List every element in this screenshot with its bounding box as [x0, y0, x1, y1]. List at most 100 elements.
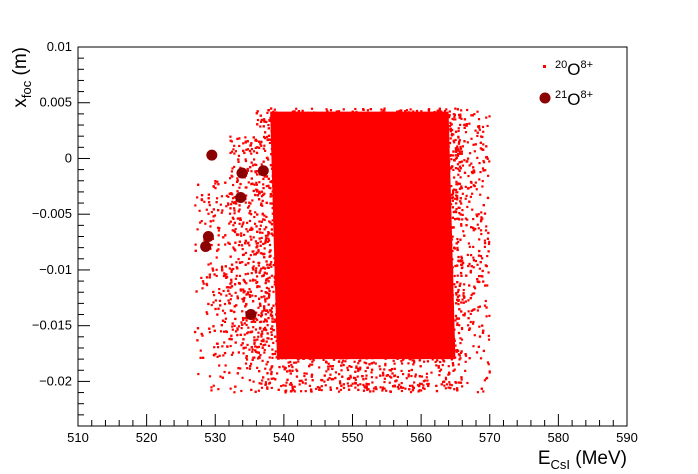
series-20O-point	[485, 116, 488, 119]
series-20O-point	[381, 190, 384, 193]
series-20O-point	[277, 114, 280, 117]
series-20O-point	[273, 114, 276, 117]
series-20O-point	[426, 292, 429, 295]
series-20O-point	[351, 158, 355, 161]
series-20O-point	[364, 310, 368, 313]
series-20O-point	[297, 122, 300, 125]
series-20O-point	[388, 345, 391, 348]
series-20O-point	[407, 151, 410, 154]
series-20O-point	[486, 124, 489, 128]
series-20O-point	[233, 144, 236, 147]
series-20O-point	[441, 363, 444, 367]
series-20O-point	[263, 192, 266, 195]
series-20O-point	[404, 187, 407, 190]
series-20O-point	[434, 286, 437, 289]
series-20O-point	[416, 266, 419, 269]
series-20O-point	[347, 253, 350, 256]
series-20O-point	[217, 243, 220, 246]
series-20O-point	[361, 356, 364, 360]
series-20O-point	[393, 226, 397, 230]
series-20O-point	[368, 191, 371, 194]
series-20O-point	[297, 217, 301, 220]
series-20O-point	[429, 195, 432, 198]
series-20O-point	[227, 203, 230, 206]
series-20O-point	[428, 268, 432, 271]
series-20O-point	[273, 205, 276, 208]
series-20O-point	[259, 342, 262, 346]
series-20O-point	[318, 298, 321, 301]
series-20O-point	[314, 184, 318, 187]
series-20O-point	[354, 232, 357, 236]
series-20O-point	[320, 315, 324, 319]
series-20O-point	[433, 309, 436, 312]
series-20O-point	[346, 323, 350, 326]
series-20O-point	[408, 142, 411, 145]
series-20O-point	[351, 297, 354, 301]
series-20O-point	[256, 242, 260, 245]
series-20O-point	[216, 342, 219, 345]
series-20O-point	[367, 388, 370, 391]
series-20O-point	[229, 344, 232, 348]
series-20O-point	[466, 141, 469, 144]
series-20O-point	[348, 265, 351, 268]
series-20O-point	[466, 381, 469, 385]
series-20O-point	[332, 233, 336, 236]
series-20O-point	[476, 223, 479, 226]
series-20O-point	[303, 332, 306, 335]
series-20O-point	[294, 361, 298, 364]
series-20O-point	[363, 273, 366, 276]
series-20O-point	[362, 293, 365, 296]
series-20O-point	[344, 305, 347, 309]
series-20O-point	[410, 329, 413, 332]
series-20O-point	[381, 317, 384, 321]
series-20O-point	[396, 181, 399, 184]
series-20O-point	[365, 374, 368, 377]
series-20O-point	[284, 280, 287, 283]
series-20O-point	[431, 217, 434, 220]
series-20O-point	[392, 208, 395, 211]
series-20O-point	[293, 154, 296, 157]
series-20O-point	[288, 255, 291, 258]
series-20O-point	[381, 286, 384, 289]
series-20O-point	[422, 360, 426, 363]
series-20O-point	[323, 239, 326, 242]
series-20O-point	[455, 217, 459, 220]
series-20O-point	[395, 236, 398, 240]
series-20O-point	[420, 309, 423, 312]
series-20O-point	[464, 300, 467, 303]
series-20O-point	[388, 249, 392, 252]
series-20O-point	[417, 252, 420, 256]
series-20O-point	[410, 218, 413, 221]
series-20O-point	[314, 131, 317, 134]
series-20O-point	[411, 325, 414, 328]
series-20O-point	[310, 209, 313, 213]
series-20O-point	[303, 227, 306, 230]
series-20O-point	[278, 269, 282, 272]
series-20O-point	[263, 228, 266, 231]
series-20O-point	[210, 389, 213, 392]
series-20O-point	[437, 267, 440, 271]
series-20O-point	[413, 244, 416, 247]
series-20O-point	[309, 308, 312, 312]
series-20O-point	[328, 376, 331, 380]
series-20O-point	[348, 377, 351, 381]
series-20O-point	[296, 320, 300, 323]
series-20O-point	[335, 325, 338, 329]
series-20O-point	[463, 159, 466, 162]
series-20O-point	[332, 161, 336, 164]
series-20O-point	[231, 229, 234, 232]
series-20O-point	[487, 338, 491, 341]
series-20O-point	[416, 138, 419, 141]
series-20O-point	[431, 354, 435, 357]
series-20O-point	[303, 237, 306, 240]
series-20O-point	[439, 347, 442, 350]
series-20O-point	[482, 161, 486, 164]
series-20O-point	[409, 290, 413, 293]
series-20O-point	[454, 285, 457, 289]
series-20O-point	[429, 349, 433, 352]
series-20O-point	[407, 375, 410, 378]
series-20O-point	[385, 214, 388, 217]
series-20O-point	[240, 232, 243, 235]
series-20O-point	[421, 127, 424, 130]
series-20O-point	[275, 242, 279, 245]
